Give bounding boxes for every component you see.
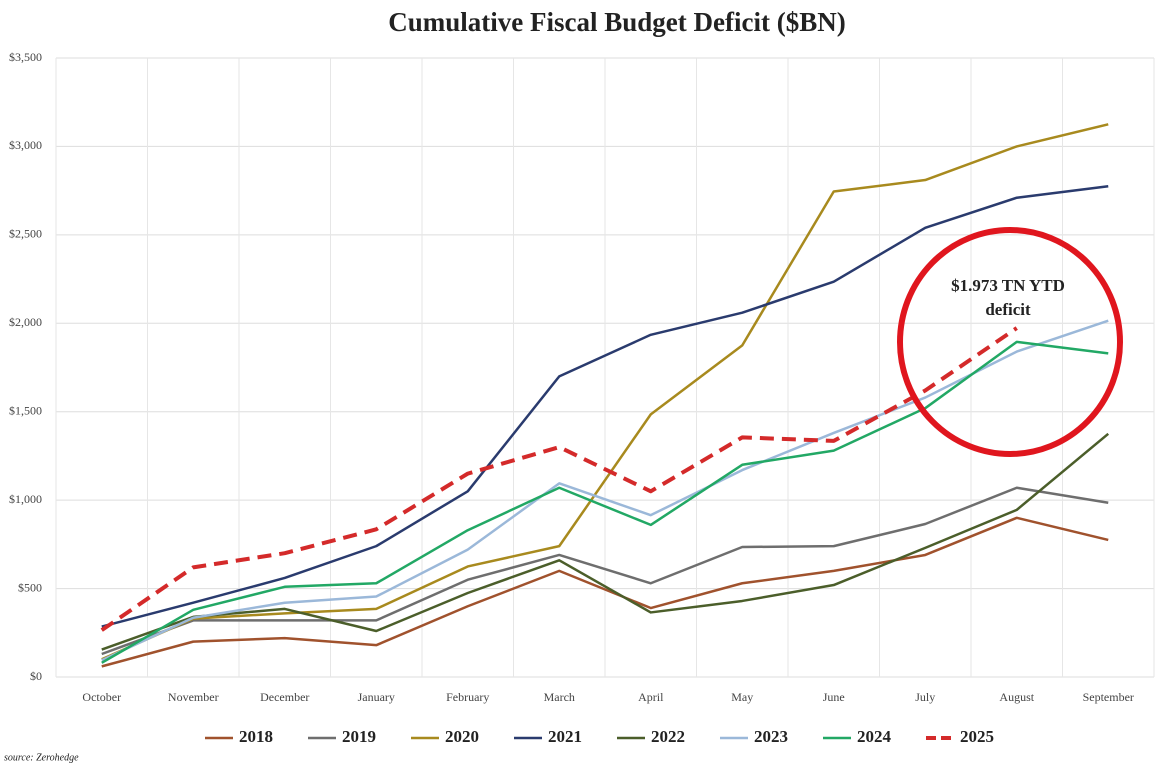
x-tick-label: May [731,690,753,704]
legend-label: 2023 [754,727,788,746]
x-tick-label: September [1083,690,1134,704]
legend-label: 2021 [548,727,582,746]
series-line [101,486,1109,656]
y-tick-label: $0 [30,669,42,683]
series-line [101,123,1109,661]
x-tick-label: April [638,690,664,704]
chart-title: Cumulative Fiscal Budget Deficit ($BN) [388,7,845,37]
annotation: deficit [985,300,1031,319]
grid: $0 $500 $1,000 $1,500 $2,000 $2,500 $3,000 $3,5… [9,50,1155,704]
x-tick-label: January [358,690,395,704]
y-tick-label: $3,500 [9,50,42,64]
legend-label: 2018 [239,727,273,746]
y-tick-label: $2,000 [9,315,42,329]
y-tick-label: $2,500 [9,227,42,241]
series-line [101,340,1109,664]
x-tick-label: December [260,690,309,704]
series-line [101,432,1110,651]
y-tick-label: $3,000 [9,138,42,152]
series-line [101,319,1109,662]
highlight-circle [897,227,1123,457]
x-tick-label: August [999,690,1034,704]
legend: 2018 2019 2020 2021 2022 2023 2024 2025 [205,727,994,746]
legend-label: 2020 [445,727,479,746]
y-tick-label: $500 [18,580,42,594]
legend-label: 2022 [651,727,685,746]
series-line [101,184,1109,628]
annotation: $1.973 TN YTD [951,276,1065,295]
y-tick-label: $1,000 [9,492,42,506]
legend-label: 2025 [960,727,994,746]
source: source: Zerohedge [4,752,79,763]
x-tick-label: June [823,690,845,704]
series-line [101,516,1109,668]
x-tick-label: November [168,690,219,704]
x-tick-label: February [446,690,489,704]
legend-label: 2024 [857,727,892,746]
legend-label: 2019 [342,727,376,746]
x-tick-label: July [915,690,935,704]
lines [100,123,1110,668]
y-tick-label: $1,500 [9,403,42,417]
x-tick-label: October [82,690,121,704]
x-tick-label: March [544,690,575,704]
